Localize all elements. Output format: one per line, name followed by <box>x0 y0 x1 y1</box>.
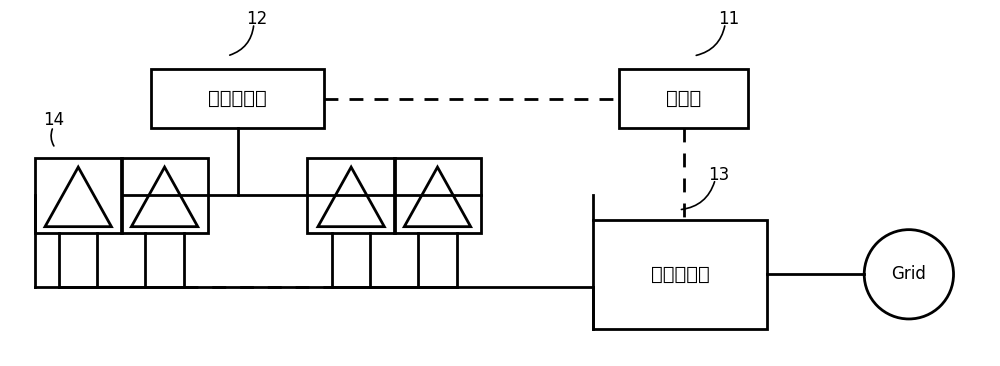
Text: 14: 14 <box>43 112 64 130</box>
Text: 控制器: 控制器 <box>666 89 701 108</box>
Bar <box>619 69 748 128</box>
Bar <box>121 158 208 233</box>
Text: 光伏跟踪器: 光伏跟踪器 <box>208 89 267 108</box>
Bar <box>307 158 395 233</box>
Bar <box>151 69 324 128</box>
Bar <box>593 220 767 329</box>
Bar <box>35 158 122 233</box>
Text: 光伏逆变器: 光伏逆变器 <box>651 265 709 284</box>
Text: Grid: Grid <box>891 265 926 283</box>
Bar <box>394 158 481 233</box>
Text: 13: 13 <box>708 166 729 184</box>
Text: 12: 12 <box>246 10 267 28</box>
Text: 11: 11 <box>718 10 739 28</box>
